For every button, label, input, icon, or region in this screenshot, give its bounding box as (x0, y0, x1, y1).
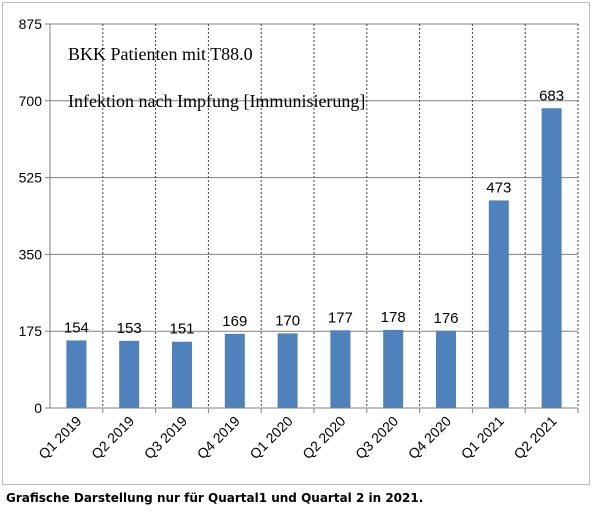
bar (541, 108, 562, 409)
chart-title-line-1: BKK Patienten mit T88.0 (68, 44, 253, 64)
x-tick-label: Q1 2019 (35, 413, 84, 462)
x-tick-label: Q2 2020 (299, 413, 348, 462)
data-label: 473 (486, 179, 511, 196)
bar (488, 200, 509, 408)
bar (383, 329, 404, 408)
bar (172, 341, 192, 408)
bar (330, 330, 351, 408)
x-tick-label: Q3 2020 (352, 413, 401, 462)
caption: Grafische Darstellung nur für Quartal1 u… (6, 491, 424, 505)
x-tick-label: Q3 2019 (141, 413, 190, 462)
data-label: 176 (433, 310, 458, 327)
y-tick-label: 0 (34, 400, 42, 416)
x-tick-label: Q1 2021 (458, 413, 507, 462)
data-label: 683 (539, 87, 564, 104)
x-axis: Q1 2019 Q2 2019 Q3 2019 Q4 2019 Q1 2020 Q2 20… (35, 407, 579, 462)
x-tick-label: Q4 2019 (194, 413, 243, 462)
x-tick-label: Q2 2019 (88, 413, 137, 462)
y-tick-label: 175 (19, 323, 43, 339)
y-axis: 0 175 350 525 700 875 (19, 16, 51, 416)
x-tick-label: Q2 2021 (510, 413, 559, 462)
chart-title-line-2: Infektion nach Impfung [Immunisierung] (68, 91, 365, 111)
x-tick-label: Q1 2020 (246, 413, 295, 462)
y-tick-label: 700 (19, 93, 43, 109)
data-label: 169 (222, 313, 247, 330)
data-label: 154 (64, 319, 89, 336)
bar (277, 333, 298, 408)
bar (436, 330, 456, 408)
data-label: 178 (381, 309, 406, 326)
bar-chart: 154 153 151 169 170 177 178 176 473 683 0 175 350 52… (19, 16, 579, 462)
bar (66, 340, 87, 408)
y-tick-label: 875 (19, 16, 43, 32)
y-tick-label: 350 (19, 246, 43, 262)
bar (224, 333, 245, 408)
data-label: 153 (117, 320, 142, 337)
x-tick-label: Q4 2020 (405, 413, 454, 462)
data-label: 151 (169, 321, 194, 338)
data-labels: 154 153 151 169 170 177 178 176 473 683 (64, 87, 564, 337)
data-label: 170 (275, 312, 300, 329)
y-tick-label: 525 (19, 170, 43, 186)
bar (119, 340, 140, 408)
bars (66, 108, 562, 409)
data-label: 177 (328, 309, 353, 326)
